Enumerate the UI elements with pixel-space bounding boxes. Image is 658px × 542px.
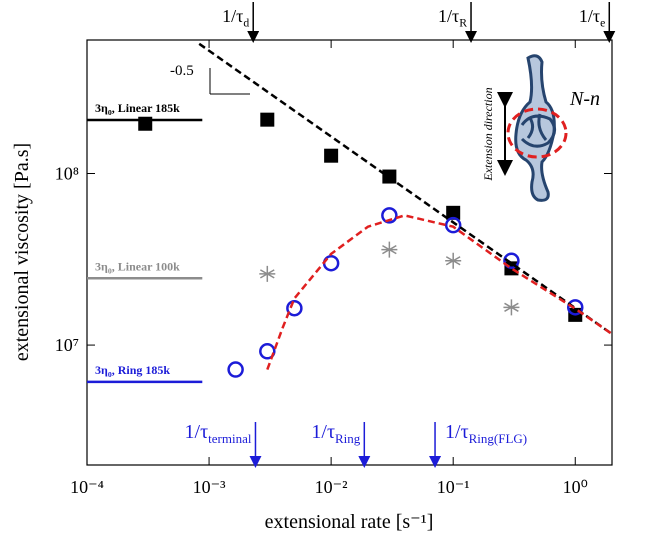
top-marker-label: 1/τe bbox=[579, 6, 605, 30]
asterisk-point bbox=[259, 265, 276, 282]
top-marker-label-sub: d bbox=[243, 17, 249, 30]
x-tick-label: 10⁻³ bbox=[193, 477, 227, 497]
level-label: 3η0, Ring 185k bbox=[95, 363, 170, 379]
level-label-suffix: , Linear 100k bbox=[112, 259, 180, 273]
y-tick-label: 10⁷ bbox=[55, 335, 79, 355]
level-label-suffix: , Linear 185k bbox=[112, 101, 180, 115]
asterisk-point bbox=[381, 241, 398, 258]
circle-point bbox=[381, 207, 398, 224]
bottom-marker-label: 1/τRing(FLG) bbox=[445, 421, 527, 446]
asterisk-point bbox=[503, 299, 520, 316]
bottom-marker-label-sub: Ring(FLG) bbox=[469, 431, 528, 446]
x-tick-label: 10⁻⁴ bbox=[70, 477, 104, 497]
fit-line bbox=[266, 214, 613, 371]
inset-direction-label: Extension direction bbox=[481, 87, 495, 181]
level-label-sub: 0 bbox=[108, 266, 112, 275]
circle-point bbox=[286, 299, 303, 317]
x-tick-label: 10⁻¹ bbox=[437, 477, 470, 497]
asterisk-point bbox=[445, 252, 462, 269]
fit-line bbox=[198, 42, 613, 336]
level-label-sub: 0 bbox=[108, 370, 112, 379]
top-marker-label-sub: e bbox=[600, 17, 605, 30]
x-tick-label: 10⁰ bbox=[563, 477, 588, 497]
level-label-text: 3η bbox=[95, 363, 108, 377]
level-label-sub: 0 bbox=[108, 108, 112, 117]
top-marker-label: 1/τd bbox=[222, 6, 249, 30]
circle-point bbox=[259, 343, 276, 360]
x-axis-label: extensional rate [s⁻¹] bbox=[265, 511, 434, 533]
level-label-text: 3η bbox=[95, 101, 108, 115]
bottom-marker-label: 1/τRing bbox=[311, 421, 360, 446]
slope-label: -0.5 bbox=[170, 63, 194, 79]
circle-point bbox=[444, 216, 462, 234]
x-tick-label: 10⁻² bbox=[315, 477, 348, 497]
bottom-marker-label: 1/τterminal bbox=[185, 421, 252, 446]
level-label-text: 3η bbox=[95, 259, 108, 273]
slope-triangle: -0.5 bbox=[170, 63, 250, 95]
y-axis-label: extensional viscosity [Pa.s] bbox=[11, 143, 33, 361]
level-label: 3η0, Linear 100k bbox=[95, 259, 180, 275]
circle-point bbox=[227, 361, 244, 378]
top-marker-label-text: 1/τ bbox=[579, 6, 600, 26]
square-point bbox=[260, 112, 275, 127]
circle-point bbox=[503, 252, 520, 270]
inset-label: N-n bbox=[569, 88, 600, 110]
bottom-marker-label-text: 1/τ bbox=[445, 421, 469, 443]
bottom-marker-label-sub: Ring bbox=[335, 431, 361, 446]
square-point bbox=[446, 205, 461, 220]
bottom-marker-label-text: 1/τ bbox=[311, 421, 335, 443]
top-marker-label-text: 1/τ bbox=[438, 6, 459, 26]
top-marker-label-sub: R bbox=[459, 17, 467, 30]
top-marker-label-text: 1/τ bbox=[222, 6, 243, 26]
square-point bbox=[324, 148, 339, 163]
bottom-marker-label-sub: terminal bbox=[208, 431, 252, 446]
inset: Extension direction N-n bbox=[481, 54, 600, 202]
level-label-suffix: , Ring 185k bbox=[112, 363, 171, 377]
level-label: 3η0, Linear 185k bbox=[95, 101, 180, 117]
plot-frame bbox=[86, 39, 613, 466]
y-tick-label: 10⁸ bbox=[55, 164, 79, 184]
circle-point bbox=[567, 299, 584, 316]
top-marker-label: 1/τR bbox=[438, 6, 467, 30]
bottom-marker-label-text: 1/τ bbox=[185, 421, 209, 443]
